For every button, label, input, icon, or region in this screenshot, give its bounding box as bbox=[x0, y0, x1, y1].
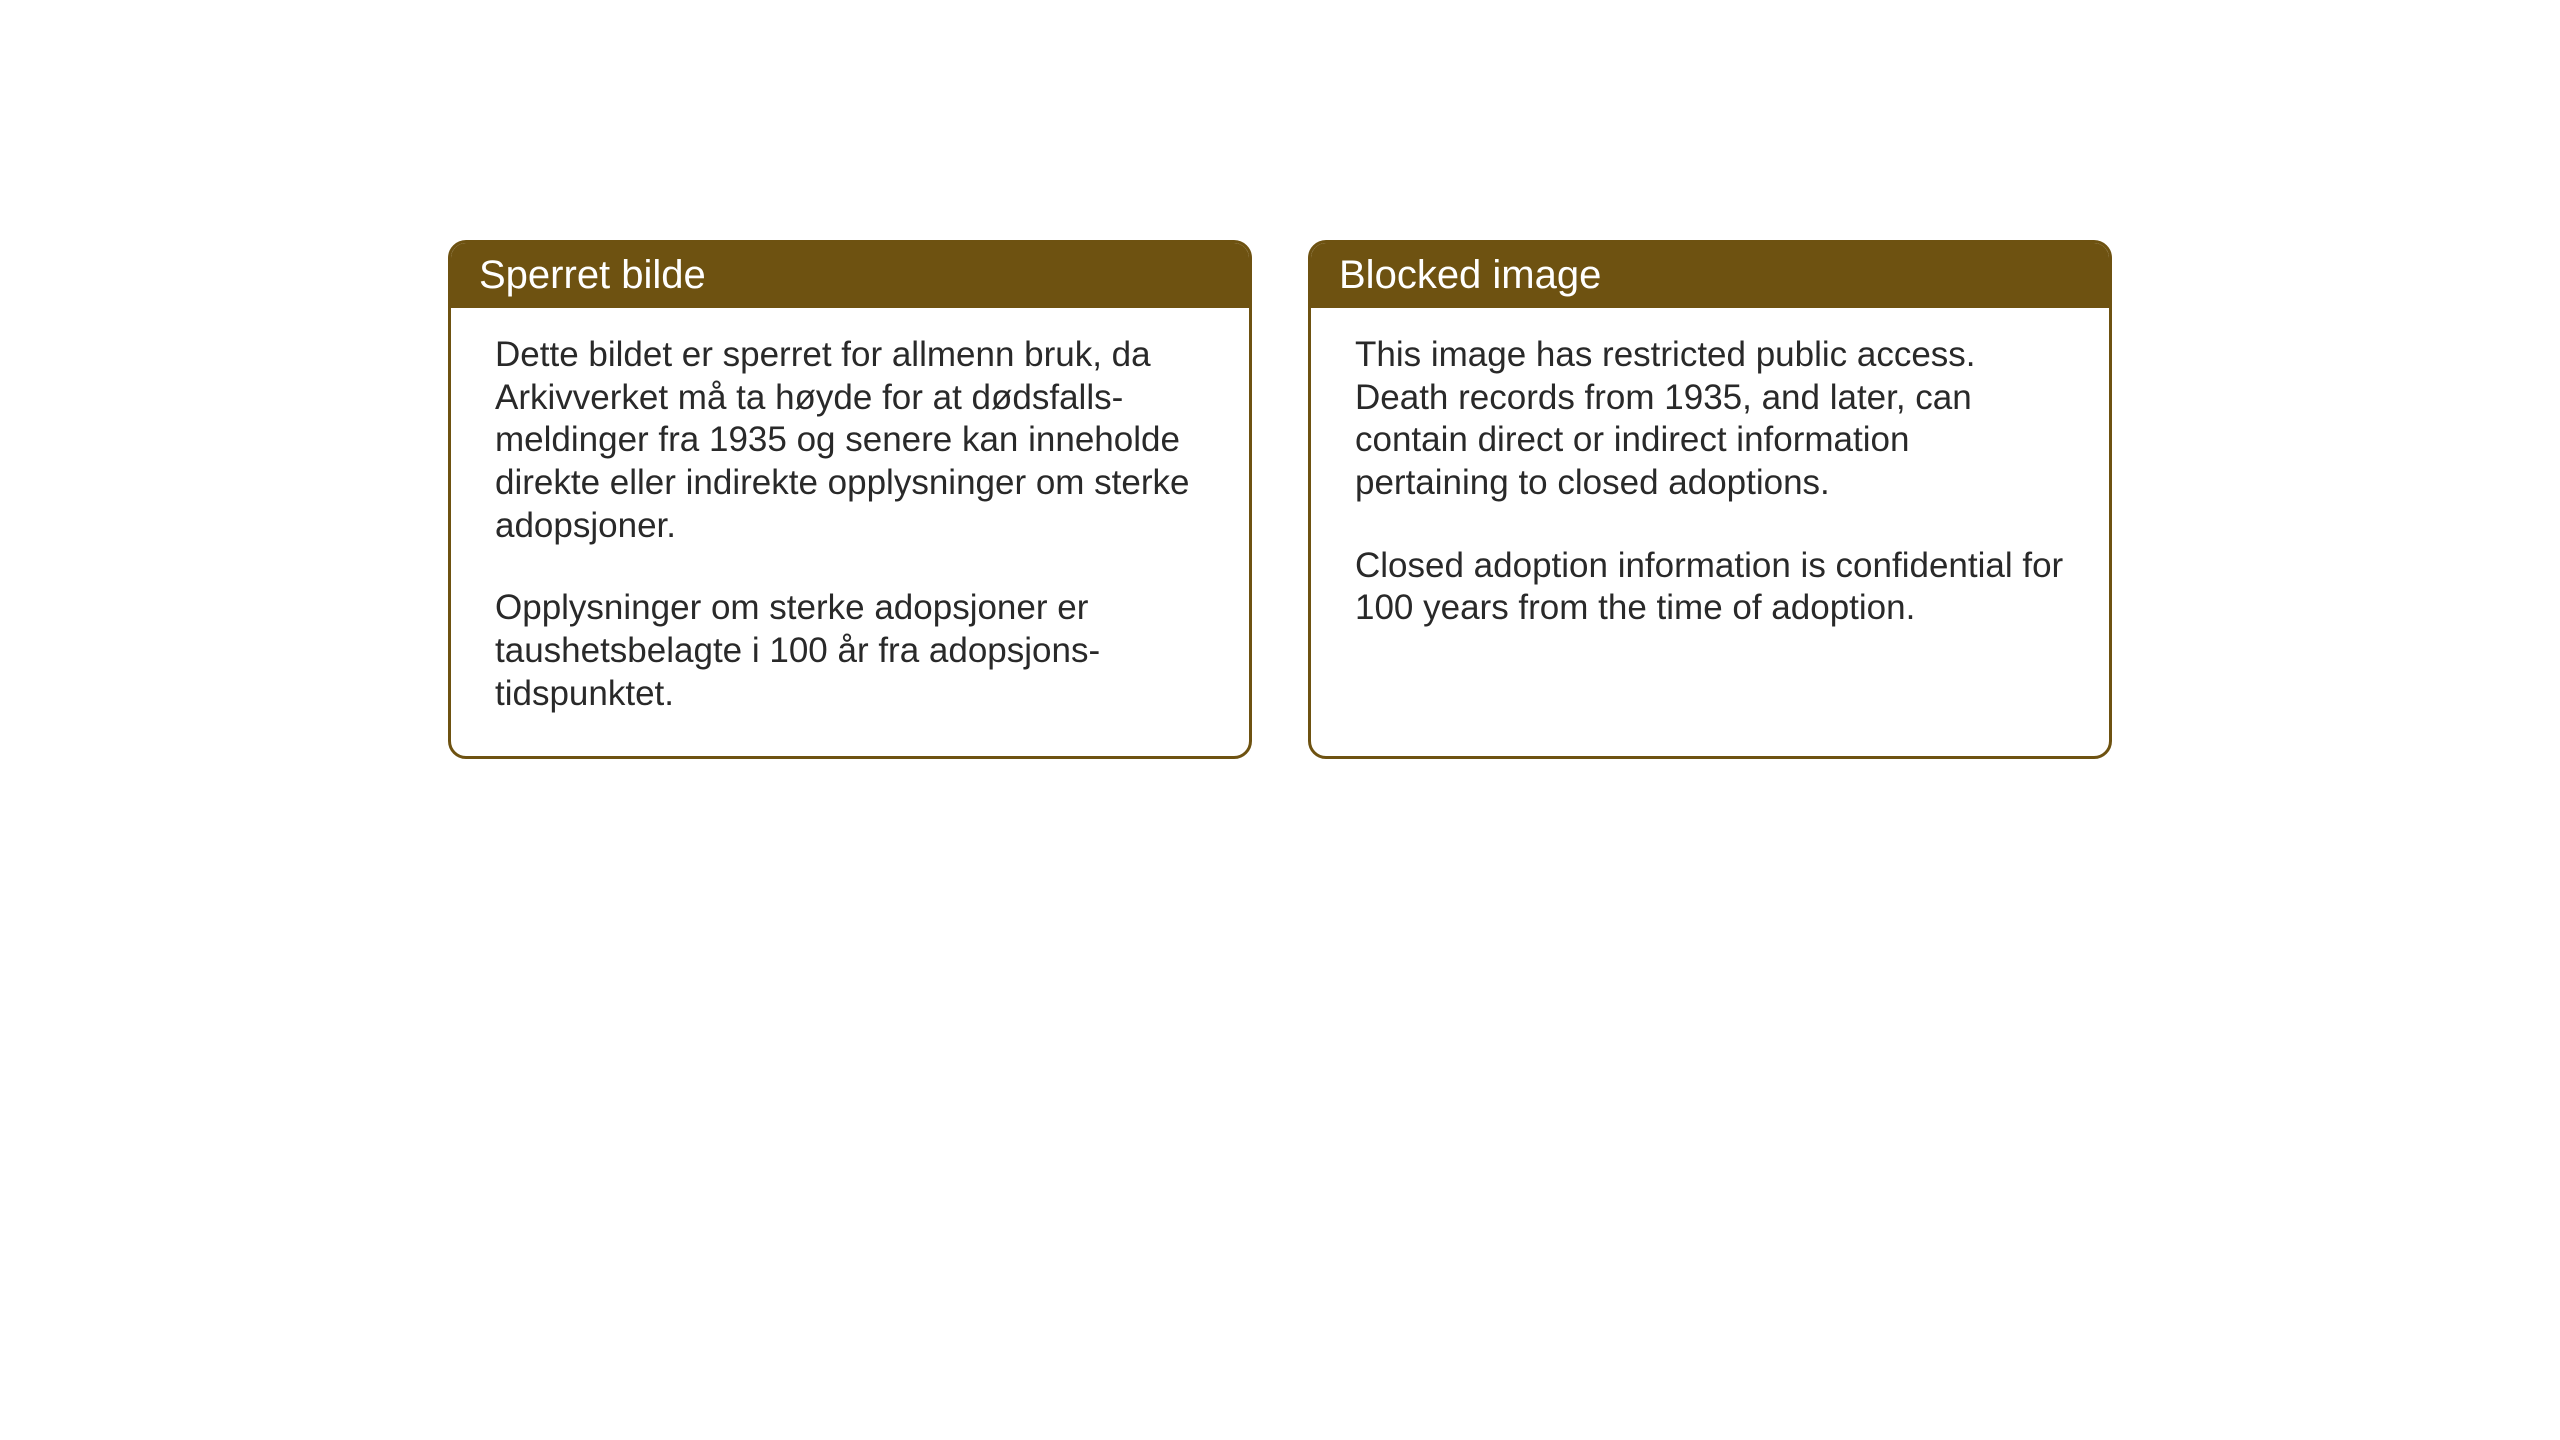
english-paragraph-2: Closed adoption information is confident… bbox=[1355, 545, 2065, 630]
english-card-title: Blocked image bbox=[1311, 243, 2109, 308]
notice-container: Sperret bilde Dette bildet er sperret fo… bbox=[448, 240, 2112, 759]
norwegian-notice-card: Sperret bilde Dette bildet er sperret fo… bbox=[448, 240, 1252, 759]
english-card-body: This image has restricted public access.… bbox=[1311, 308, 2109, 670]
english-paragraph-1: This image has restricted public access.… bbox=[1355, 334, 2065, 505]
english-notice-card: Blocked image This image has restricted … bbox=[1308, 240, 2112, 759]
norwegian-card-body: Dette bildet er sperret for allmenn bruk… bbox=[451, 308, 1249, 756]
norwegian-paragraph-2: Opplysninger om sterke adopsjoner er tau… bbox=[495, 587, 1205, 715]
norwegian-paragraph-1: Dette bildet er sperret for allmenn bruk… bbox=[495, 334, 1205, 547]
norwegian-card-title: Sperret bilde bbox=[451, 243, 1249, 308]
